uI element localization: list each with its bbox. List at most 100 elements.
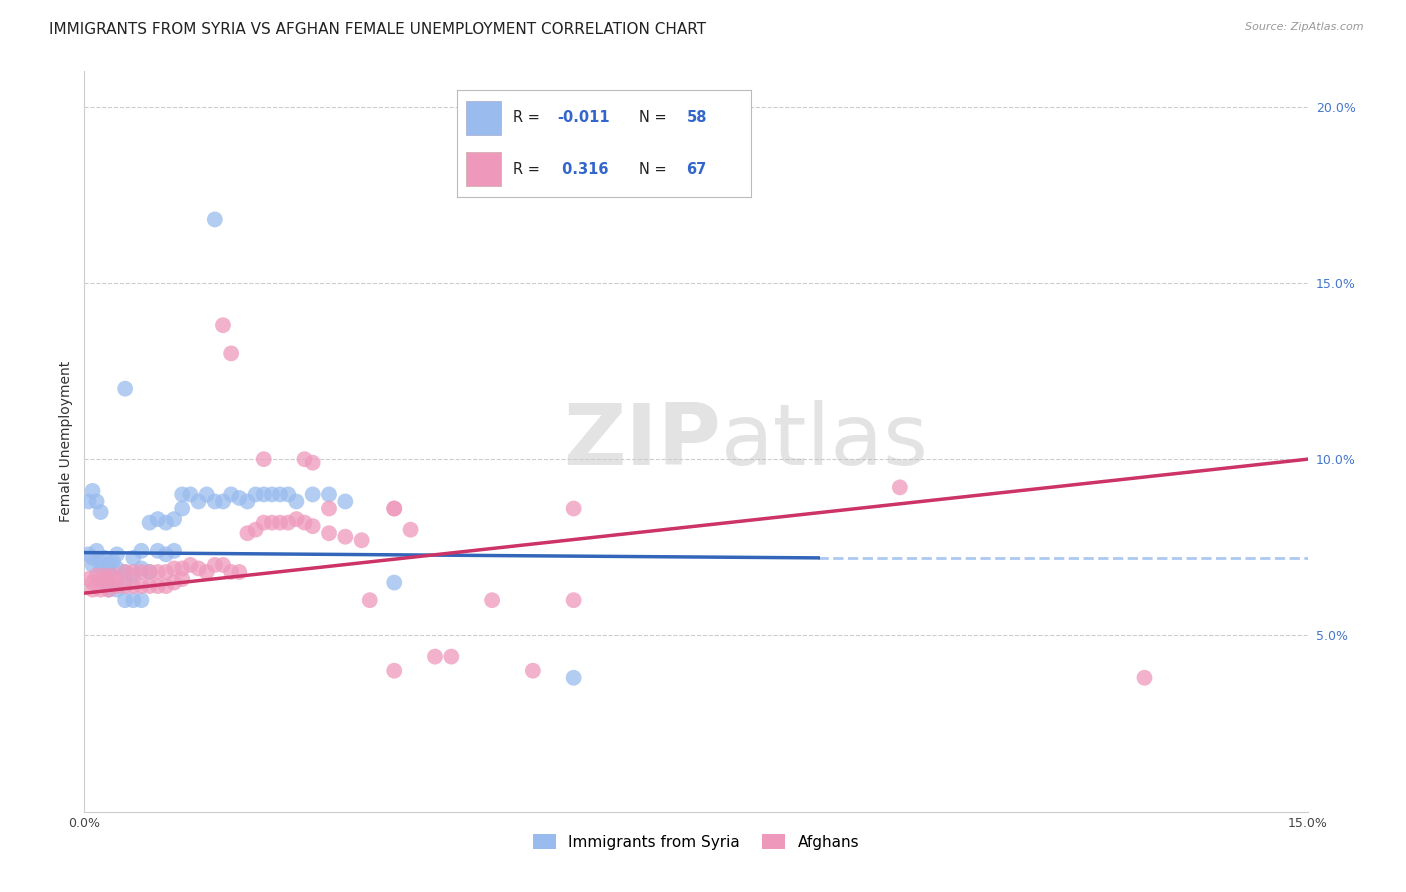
Point: [350, 533, 373, 548]
Point: [146, 579, 169, 593]
Point: [122, 565, 145, 579]
Point: [86, 568, 108, 582]
Point: [301, 487, 323, 501]
Text: ZIP: ZIP: [562, 400, 720, 483]
Point: [889, 480, 911, 494]
Point: [155, 547, 177, 561]
Point: [86, 544, 108, 558]
Point: [114, 565, 136, 579]
Point: [155, 579, 177, 593]
Point: [335, 530, 357, 544]
Point: [90, 582, 112, 597]
Point: [204, 212, 226, 227]
Legend: Immigrants from Syria, Afghans: Immigrants from Syria, Afghans: [527, 828, 865, 856]
Point: [105, 579, 128, 593]
Point: [260, 516, 283, 530]
Point: [138, 579, 160, 593]
Point: [93, 550, 115, 565]
Point: [228, 565, 250, 579]
Text: Source: ZipAtlas.com: Source: ZipAtlas.com: [1246, 22, 1364, 32]
Point: [138, 565, 160, 579]
Point: [172, 487, 194, 501]
Point: [172, 561, 194, 575]
Point: [318, 526, 340, 541]
Point: [77, 494, 100, 508]
Point: [101, 568, 124, 582]
Point: [82, 483, 104, 498]
Point: [440, 649, 463, 664]
Point: [294, 516, 316, 530]
Point: [114, 593, 136, 607]
Text: IMMIGRANTS FROM SYRIA VS AFGHAN FEMALE UNEMPLOYMENT CORRELATION CHART: IMMIGRANTS FROM SYRIA VS AFGHAN FEMALE U…: [49, 22, 706, 37]
Point: [93, 575, 115, 590]
Point: [146, 565, 169, 579]
Point: [172, 501, 194, 516]
Point: [114, 382, 136, 396]
Point: [114, 565, 136, 579]
Point: [163, 561, 186, 575]
Point: [399, 523, 422, 537]
Point: [253, 452, 276, 467]
Point: [204, 558, 226, 572]
Point: [146, 512, 169, 526]
Point: [105, 547, 128, 561]
Point: [163, 575, 186, 590]
Point: [82, 582, 104, 597]
Point: [195, 487, 218, 501]
Point: [245, 487, 267, 501]
Point: [277, 487, 299, 501]
Point: [122, 579, 145, 593]
Point: [1133, 671, 1156, 685]
Point: [245, 523, 267, 537]
Point: [562, 501, 585, 516]
Point: [318, 501, 340, 516]
Point: [77, 547, 100, 561]
Point: [146, 544, 169, 558]
Point: [77, 572, 100, 586]
Point: [359, 593, 381, 607]
Point: [219, 565, 242, 579]
Point: [562, 671, 585, 685]
Point: [236, 526, 259, 541]
Point: [90, 561, 112, 575]
Point: [318, 487, 340, 501]
Point: [86, 494, 108, 508]
Point: [301, 519, 323, 533]
Point: [204, 494, 226, 508]
Point: [163, 512, 186, 526]
Point: [269, 516, 291, 530]
Point: [97, 558, 120, 572]
Point: [97, 582, 120, 597]
Point: [82, 550, 104, 565]
Point: [97, 572, 120, 586]
Point: [522, 664, 544, 678]
Point: [301, 456, 323, 470]
Point: [382, 501, 405, 516]
Point: [131, 579, 153, 593]
Point: [131, 561, 153, 575]
Point: [423, 649, 446, 664]
Point: [122, 550, 145, 565]
Point: [236, 494, 259, 508]
Point: [155, 516, 177, 530]
Point: [82, 575, 104, 590]
Point: [562, 593, 585, 607]
Point: [90, 572, 112, 586]
Point: [179, 558, 201, 572]
Point: [138, 565, 160, 579]
Point: [179, 487, 201, 501]
Point: [93, 568, 115, 582]
Point: [260, 487, 283, 501]
Point: [97, 565, 120, 579]
Point: [138, 516, 160, 530]
Text: atlas: atlas: [720, 400, 928, 483]
Point: [219, 487, 242, 501]
Point: [105, 572, 128, 586]
Point: [382, 501, 405, 516]
Point: [285, 512, 308, 526]
Point: [382, 664, 405, 678]
Point: [122, 593, 145, 607]
Point: [82, 558, 104, 572]
Point: [172, 572, 194, 586]
Point: [253, 487, 276, 501]
